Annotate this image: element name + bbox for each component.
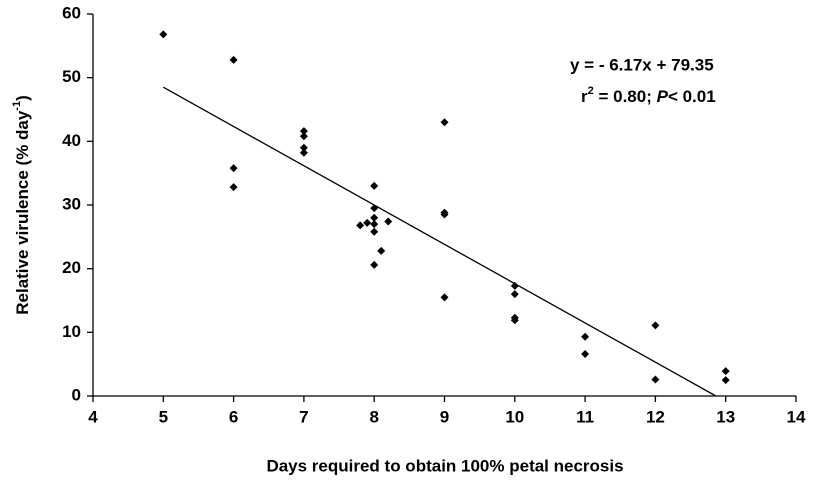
stats-text: = 0.80;	[594, 87, 657, 106]
y-tick-label: 10	[62, 322, 81, 341]
point	[356, 221, 365, 230]
x-tick-label: 14	[787, 407, 806, 426]
point	[721, 367, 730, 376]
x-tick-label: 13	[716, 407, 735, 426]
x-tick-label: 8	[369, 407, 378, 426]
point	[651, 321, 660, 330]
x-tick-label: 4	[88, 407, 98, 426]
point	[370, 181, 379, 190]
point	[440, 293, 449, 302]
stats-superscript: 2	[588, 85, 594, 97]
point	[229, 55, 238, 64]
point	[299, 148, 308, 157]
point	[370, 204, 379, 213]
x-tick-label: 12	[646, 407, 665, 426]
point	[581, 349, 590, 358]
point	[510, 316, 519, 325]
y-label-text: )	[13, 95, 32, 101]
x-tick-label: 5	[159, 407, 168, 426]
y-axis-label: Relative virulence (% day-1)	[11, 95, 33, 315]
point	[721, 376, 730, 385]
point	[377, 246, 386, 255]
point	[229, 183, 238, 192]
point	[651, 375, 660, 384]
y-tick-label: 60	[62, 3, 81, 22]
stats-text: r	[581, 87, 588, 106]
point	[299, 127, 308, 136]
point	[363, 218, 372, 227]
x-tick-label: 11	[576, 407, 594, 426]
x-tick-label: 9	[440, 407, 449, 426]
equation: y = - 6.17x + 79.35	[570, 55, 714, 74]
point	[370, 227, 379, 236]
x-tick-label: 10	[505, 407, 524, 426]
y-tick-label: 50	[62, 67, 81, 86]
y-tick-label: 40	[62, 131, 81, 150]
point	[510, 290, 519, 299]
y-tick-label: 30	[62, 194, 81, 213]
x-tick-label: 6	[229, 407, 238, 426]
point	[159, 30, 168, 39]
point	[440, 118, 449, 127]
stats-text: P	[657, 87, 669, 106]
point	[370, 220, 379, 229]
y-label-text: Relative virulence (% day	[13, 110, 32, 315]
y-tick-label: 20	[62, 258, 81, 277]
point	[440, 210, 449, 219]
x-tick-label: 7	[299, 407, 308, 426]
point	[299, 132, 308, 141]
point	[384, 217, 393, 226]
point	[370, 213, 379, 222]
point	[510, 281, 519, 290]
point	[299, 143, 308, 152]
y-label-superscript: -1	[11, 101, 23, 111]
x-axis-label: Days required to obtain 100% petal necro…	[266, 456, 623, 475]
point	[581, 332, 590, 341]
stats: r2 = 0.80; P< 0.01	[581, 85, 716, 107]
stats-text: < 0.01	[668, 87, 716, 106]
trendline	[162, 86, 717, 397]
point	[370, 260, 379, 269]
y-tick-label: 0	[72, 385, 81, 404]
point	[229, 164, 238, 173]
